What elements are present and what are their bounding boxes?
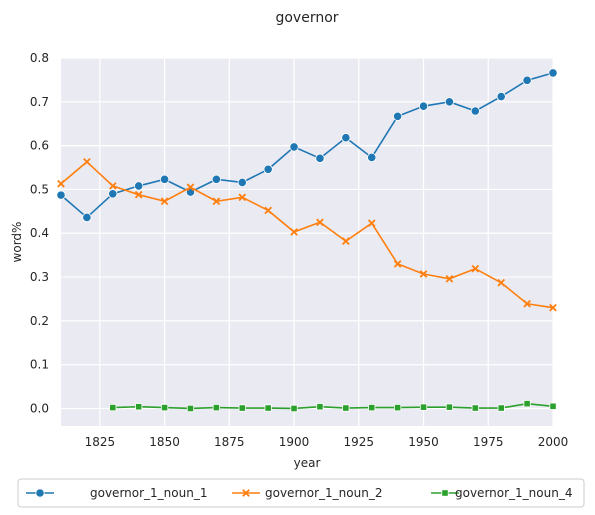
data-point xyxy=(290,404,298,413)
data-point xyxy=(134,190,143,199)
data-point xyxy=(263,164,273,174)
chart-title: governor xyxy=(275,10,338,26)
y-tick-label: 0.2 xyxy=(30,314,49,328)
legend-label: governor_1_noun_2 xyxy=(265,486,382,500)
x-tick-label: 1950 xyxy=(408,435,439,449)
data-point xyxy=(394,403,402,412)
series-governor_1_noun_2 xyxy=(57,157,557,312)
grid xyxy=(61,57,554,426)
legend: governor_1_noun_1 governor_1_noun_2 govern… xyxy=(17,478,585,508)
series-line xyxy=(112,402,554,410)
data-point xyxy=(238,404,246,412)
data-point xyxy=(108,182,117,190)
data-point xyxy=(368,403,376,412)
x-tick-label: 2000 xyxy=(538,435,569,449)
data-point xyxy=(393,260,402,268)
series-layer xyxy=(56,68,558,413)
y-tick-label: 0.6 xyxy=(30,139,49,153)
data-point xyxy=(341,133,351,143)
y-axis-label: word% xyxy=(10,222,24,263)
data-point xyxy=(186,183,195,192)
data-point xyxy=(470,106,480,116)
legend-item: governor_1_noun_1 xyxy=(26,486,207,500)
data-point xyxy=(264,404,272,412)
data-point xyxy=(212,197,221,206)
data-point xyxy=(342,404,350,412)
data-point xyxy=(522,75,532,85)
data-point xyxy=(419,403,428,411)
legend-marker xyxy=(35,488,45,498)
data-point xyxy=(367,219,376,227)
data-point xyxy=(523,400,531,408)
series-governor_1_noun_4 xyxy=(109,400,557,413)
data-point xyxy=(212,403,220,412)
y-tick-label: 0.1 xyxy=(30,358,49,372)
x-tick-label: 1825 xyxy=(85,435,116,449)
data-point xyxy=(290,228,298,236)
x-tick-label: 1925 xyxy=(344,435,375,449)
data-point xyxy=(496,91,506,102)
data-point xyxy=(445,403,454,411)
data-point xyxy=(393,111,403,121)
x-tick-label: 1975 xyxy=(473,435,504,449)
data-point xyxy=(57,179,65,188)
data-point xyxy=(135,403,143,411)
legend-marker xyxy=(441,489,449,497)
x-tick-label: 1850 xyxy=(149,435,180,449)
y-tick-label: 0.0 xyxy=(30,401,49,415)
data-point xyxy=(444,97,455,107)
x-axis: 1825 1850 1875 1900 1925 1950 1975 2000 xyxy=(85,435,569,449)
data-point xyxy=(159,174,170,184)
data-point xyxy=(342,237,350,245)
data-point xyxy=(264,206,272,215)
legend-label: governor_1_noun_1 xyxy=(90,486,207,500)
y-axis: 0.0 0.1 0.2 0.3 0.4 0.5 0.6 0.7 0.8 xyxy=(30,51,49,415)
y-tick-label: 0.5 xyxy=(30,182,49,196)
data-point xyxy=(82,212,92,223)
y-tick-label: 0.4 xyxy=(30,226,49,240)
x-tick-label: 1875 xyxy=(214,435,245,449)
data-point xyxy=(497,404,505,412)
data-point xyxy=(289,142,299,152)
y-tick-label: 0.8 xyxy=(30,51,49,65)
data-point xyxy=(108,189,118,199)
data-point xyxy=(186,404,195,413)
x-tick-label: 1900 xyxy=(279,435,310,449)
data-point xyxy=(316,403,324,411)
data-point xyxy=(548,68,558,78)
data-point xyxy=(367,152,377,163)
data-point xyxy=(83,157,91,166)
series-line xyxy=(60,160,554,309)
data-point xyxy=(549,303,557,312)
data-point xyxy=(471,404,479,412)
data-point xyxy=(211,174,221,184)
legend-marker xyxy=(242,489,250,497)
data-point xyxy=(471,264,480,273)
data-point xyxy=(238,193,247,202)
x-axis-label: year xyxy=(294,456,321,470)
data-point xyxy=(56,190,66,200)
data-point xyxy=(316,218,324,227)
legend-item: governor_1_noun_2 xyxy=(232,486,382,500)
data-point xyxy=(109,403,117,412)
legend-item: governor_1_noun_4 xyxy=(431,486,572,500)
data-point xyxy=(419,270,428,278)
data-point xyxy=(523,299,531,308)
data-point xyxy=(549,402,557,410)
data-point xyxy=(160,403,169,412)
y-tick-label: 0.7 xyxy=(30,95,49,109)
y-tick-label: 0.3 xyxy=(30,270,49,284)
data-point xyxy=(315,153,325,163)
legend-box xyxy=(17,478,585,508)
series-governor_1_noun_1 xyxy=(56,68,558,223)
data-point xyxy=(497,278,506,287)
data-point xyxy=(237,177,247,188)
legend-label: governor_1_noun_4 xyxy=(455,486,572,500)
data-point xyxy=(134,181,144,191)
data-point xyxy=(418,101,429,111)
data-point xyxy=(160,197,169,206)
data-point xyxy=(445,274,454,283)
